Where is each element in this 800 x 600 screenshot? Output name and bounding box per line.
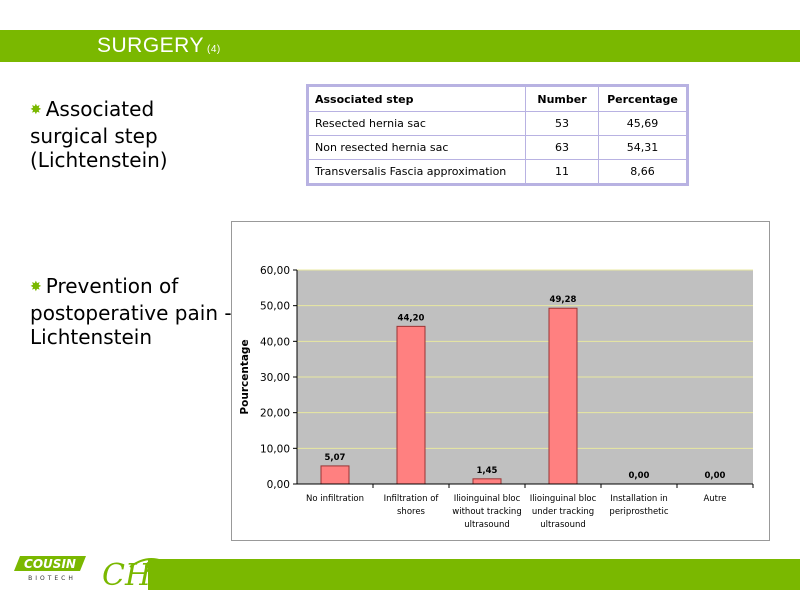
y-tick-label: 40,00	[260, 336, 290, 348]
x-tick-label: Infiltration of	[384, 494, 440, 504]
table-cell: 63	[525, 135, 599, 160]
bullet-line: Prevention of	[45, 274, 179, 298]
data-label: 0,00	[705, 471, 726, 481]
chart-container: 0,00 10,00 20,00 30,00 40,00 50,00 60,00 5,07 No…	[231, 221, 770, 541]
table-row: Non resected hernia sac 63 54,31	[308, 135, 687, 160]
logo-subtext: BIOTECH	[28, 575, 76, 582]
x-tick-label: ultrasound	[464, 520, 510, 530]
bullet-line: Lichtenstein	[30, 325, 152, 349]
bar	[472, 478, 502, 485]
bullet-line: postoperative pain -	[30, 301, 232, 325]
y-tick-label: 60,00	[260, 265, 290, 277]
bar-chart: 0,00 10,00 20,00 30,00 40,00 50,00 60,00 5,07 No…	[239, 265, 754, 530]
slide-title-text: SURGERY	[97, 34, 204, 57]
cousin-biotech-logo: COUSIN BIOTECH	[14, 556, 86, 582]
bullet-icon: ✸	[30, 279, 42, 295]
table-cell: Resected hernia sac	[308, 111, 526, 136]
table-cell: 53	[525, 111, 599, 136]
data-label: 49,28	[550, 295, 577, 305]
bullet-line: surgical step	[30, 124, 158, 148]
axes	[293, 269, 754, 488]
bars	[320, 307, 578, 485]
column-header: Number	[525, 86, 599, 112]
table-cell: 45,69	[598, 111, 687, 136]
labels: 0,00 10,00 20,00 30,00 40,00 50,00 60,00 5,07 No…	[260, 265, 727, 530]
bar	[396, 325, 426, 485]
ch-logo: CH	[102, 558, 163, 591]
table-header-row: Associated step Number Percentage	[308, 86, 687, 112]
column-header: Associated step	[308, 86, 526, 112]
data-label: 0,00	[629, 471, 650, 481]
grid-lines	[297, 269, 753, 449]
x-tick-label: without tracking	[452, 507, 521, 517]
y-axis-label: Pourcentage	[239, 339, 251, 414]
column-header: Percentage	[598, 86, 687, 112]
x-tick-label: Ilioinguinal bloc	[530, 494, 597, 504]
y-tick-label: 10,00	[260, 443, 290, 455]
logo-text: COUSIN	[24, 557, 76, 571]
table-cell: 8,66	[598, 159, 687, 184]
slide-number: (4)	[206, 44, 221, 55]
y-tick-label: 50,00	[260, 301, 290, 313]
bar	[548, 307, 578, 485]
x-tick-label: Installation in	[610, 494, 668, 504]
slide-title: SURGERY (4)	[97, 34, 221, 58]
data-label: 1,45	[477, 466, 498, 476]
table-cell: 11	[525, 159, 599, 184]
y-tick-label: 20,00	[260, 408, 290, 420]
bullet-pain-prevention: ✸ Prevention of postoperative pain - Lich…	[30, 274, 232, 349]
table-row: Transversalis Fascia approximation 11 8,…	[308, 159, 687, 184]
bullet-icon: ✸	[30, 102, 42, 118]
table-row: Resected hernia sac 53 45,69	[308, 111, 687, 136]
y-tick-label: 0,00	[267, 479, 290, 491]
bullet-line: (Lichtenstein)	[30, 148, 168, 172]
bullet-associated-step: ✸ Associated surgical step (Lichtenstein)	[30, 97, 168, 172]
y-tick-label: 30,00	[260, 372, 290, 384]
footer-bar	[148, 559, 800, 590]
x-tick-label: periprosthetic	[609, 507, 668, 517]
data-label: 5,07	[325, 453, 346, 463]
associated-step-table: Associated step Number Percentage Resect…	[306, 84, 689, 186]
x-tick-label: ultrasound	[540, 520, 586, 530]
title-bar: SURGERY (4)	[0, 30, 800, 62]
table-cell: Non resected hernia sac	[308, 135, 526, 160]
second-logo-text: CH	[102, 558, 152, 591]
bar	[320, 465, 350, 485]
data-label: 44,20	[398, 313, 425, 323]
x-tick-label: Autre	[703, 494, 726, 504]
table-cell: 54,31	[598, 135, 687, 160]
x-tick-label: shores	[397, 507, 426, 517]
x-tick-label: under tracking	[532, 507, 594, 517]
x-tick-label: No infiltration	[306, 494, 364, 504]
bullet-line: Associated	[45, 97, 155, 121]
x-tick-label: Ilioinguinal bloc	[454, 494, 521, 504]
table-cell: Transversalis Fascia approximation	[308, 159, 526, 184]
